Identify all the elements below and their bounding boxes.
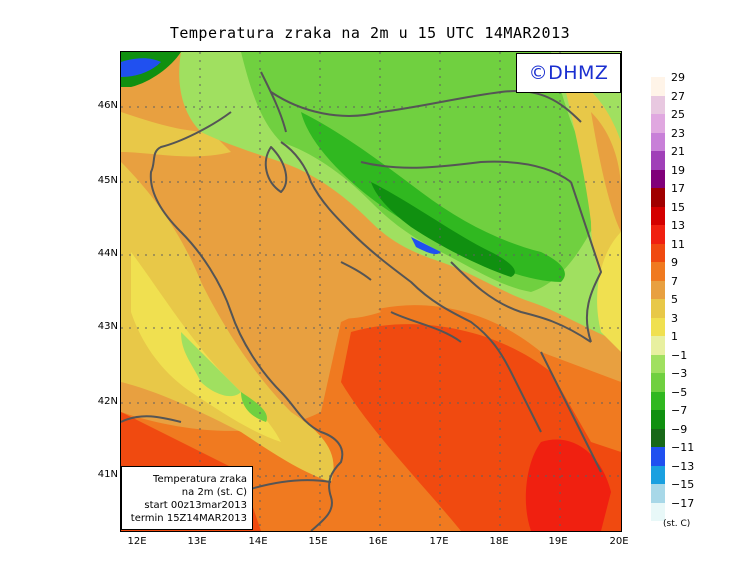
- country-borders: [260, 71, 602, 473]
- legend-label: 5: [671, 293, 678, 306]
- legend-label: −7: [671, 404, 688, 417]
- legend-label: 21: [671, 145, 685, 158]
- lon-label: 16E: [368, 536, 388, 547]
- lon-label: 13E: [187, 536, 207, 547]
- legend-swatch: [651, 299, 665, 318]
- map-title: Temperatura zraka na 2m u 15 UTC 14MAR20…: [169, 24, 571, 42]
- legend-label: 7: [671, 274, 678, 288]
- info-line-4: termin 15Z14MAR2013: [130, 513, 247, 524]
- legend-label: 13: [671, 219, 685, 232]
- lon-label: 12E: [127, 536, 147, 547]
- legend-swatch: [651, 428, 665, 447]
- legend-label: −11: [671, 441, 695, 454]
- legend-swatch: [651, 502, 665, 521]
- legend-swatch: [651, 114, 665, 133]
- lon-label: 20E: [609, 536, 629, 547]
- legend-swatch: [651, 262, 665, 281]
- lon-label: 19E: [548, 536, 568, 547]
- lat-label: 44N: [97, 248, 118, 259]
- legend-swatch: [651, 151, 665, 170]
- legend-label: −3: [671, 367, 688, 380]
- legend-label: −13: [671, 459, 695, 473]
- legend-label: 17: [671, 182, 685, 195]
- legend-label: −5: [671, 385, 688, 399]
- graticule: [121, 52, 621, 531]
- legend-swatch: [651, 243, 665, 262]
- legend-label: −15: [671, 478, 695, 491]
- info-line-3: start 00z13mar2013: [144, 500, 247, 511]
- legend-swatch: [651, 188, 665, 207]
- legend-swatch: [651, 447, 665, 466]
- legend-label: 15: [671, 200, 685, 214]
- lon-label: 17E: [429, 536, 449, 547]
- legend-swatch: [651, 77, 665, 96]
- legend-label: −9: [671, 422, 688, 436]
- legend-label: 1: [671, 330, 678, 343]
- legend-swatch: [651, 225, 665, 244]
- lon-label: 18E: [489, 536, 509, 547]
- lat-label: 42N: [97, 396, 118, 407]
- legend-label: 9: [671, 256, 678, 269]
- legend-label: −1: [671, 348, 688, 362]
- legend-unit: (st. C): [663, 519, 691, 529]
- legend-swatch: [651, 206, 665, 225]
- legend-label: 25: [671, 108, 685, 121]
- info-line-2: na 2m (st. C): [181, 487, 247, 498]
- legend-swatch: [651, 132, 665, 151]
- lon-label: 14E: [248, 536, 268, 547]
- legend-swatch: [651, 373, 665, 392]
- legend-label: 3: [671, 311, 678, 325]
- legend-swatch: [651, 317, 665, 336]
- legend-label: −17: [671, 496, 695, 510]
- legend-label: 23: [671, 126, 685, 140]
- lat-label: 41N: [97, 469, 118, 480]
- legend-label: 11: [671, 237, 685, 251]
- legend-swatch: [651, 484, 665, 503]
- legend-label: 19: [671, 163, 685, 177]
- legend-swatch: [651, 410, 665, 429]
- lat-label: 43N: [97, 321, 118, 332]
- temperature-field: [121, 52, 621, 531]
- legend-swatch: [651, 169, 665, 188]
- dhmz-logo: ©DHMZ: [516, 53, 621, 93]
- legend-swatch: [651, 95, 665, 114]
- lon-label: 15E: [308, 536, 328, 547]
- lat-label: 45N: [97, 175, 118, 186]
- legend-swatch: [651, 336, 665, 355]
- lat-label: 46N: [97, 100, 118, 111]
- legend-label: 27: [671, 89, 685, 103]
- legend-swatch: [651, 391, 665, 410]
- legend-swatch: [651, 280, 665, 299]
- run-info-box: Temperatura zraka na 2m (st. C) start 00…: [121, 466, 253, 530]
- legend-swatch: [651, 354, 665, 373]
- legend-swatch: [651, 465, 665, 484]
- legend-label: 29: [671, 71, 685, 84]
- info-line-1: Temperatura zraka: [153, 474, 247, 485]
- temperature-map: [120, 51, 622, 532]
